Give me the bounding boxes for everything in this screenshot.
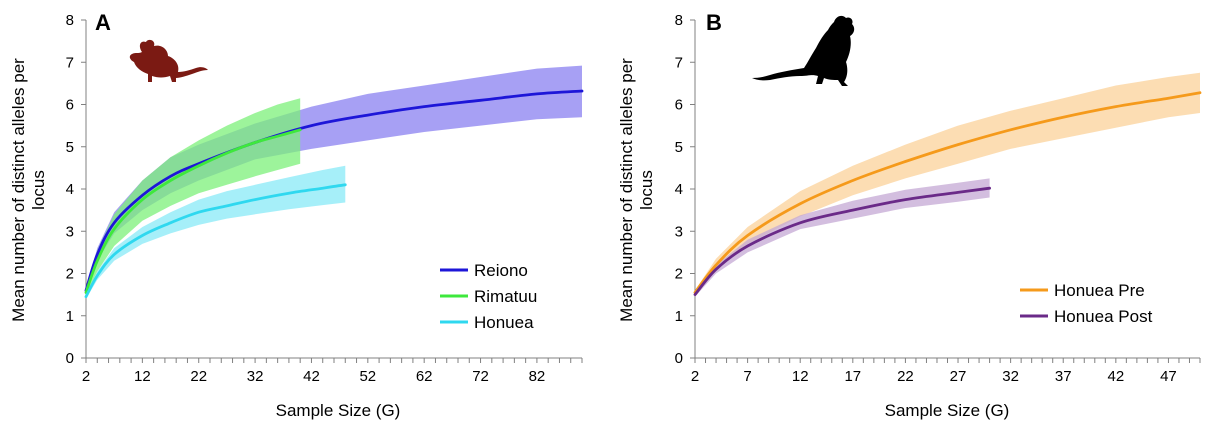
panel-a-y-axis-label: Mean number of distinct alleles per locu…	[9, 58, 48, 322]
y-tick-label: 5	[66, 139, 74, 156]
rat-silhouette-icon	[752, 16, 854, 86]
y-tick-label: 7	[66, 54, 74, 71]
y-tick-label: 4	[66, 181, 74, 198]
x-tick-label: 82	[529, 368, 546, 385]
x-tick-label: 22	[897, 368, 914, 385]
panel-b-y-axis-label: Mean number of distinct alleles per locu…	[617, 58, 656, 322]
x-tick-label: 72	[472, 368, 489, 385]
y-tick-label: 4	[675, 181, 683, 198]
y-tick-label: 3	[66, 223, 74, 240]
x-tick-label: 22	[190, 368, 207, 385]
panel-a-y-axis-label-line-1: Mean number of distinct alleles per	[9, 58, 28, 322]
y-tick-label: 2	[675, 266, 683, 283]
x-tick-label: 42	[1107, 368, 1124, 385]
y-tick-label: 7	[675, 54, 683, 71]
y-tick-label: 1	[66, 308, 74, 325]
x-tick-label: 12	[792, 368, 809, 385]
x-tick-label: 12	[134, 368, 151, 385]
x-tick-label: 32	[1002, 368, 1019, 385]
legend: Honuea Pre Honuea Post	[1020, 281, 1153, 326]
y-tick-label: 5	[675, 139, 683, 156]
x-tick-label: 62	[416, 368, 433, 385]
legend-label-honuea-pre: Honuea Pre	[1054, 281, 1145, 300]
y-tick-label: 6	[675, 97, 683, 114]
y-tick-label: 3	[675, 223, 683, 240]
panel-b-x-axis-label: Sample Size (G)	[885, 401, 1010, 420]
panel-b-y-axis-label-line-1: Mean number of distinct alleles per	[617, 58, 636, 322]
y-tick-label: 0	[66, 350, 74, 367]
x-tick-label: 27	[950, 368, 967, 385]
panel-a-letter: A	[95, 10, 111, 35]
legend-label-honuea: Honuea	[474, 313, 534, 332]
x-tick-label: 52	[359, 368, 376, 385]
mouse-silhouette-icon	[130, 40, 208, 82]
legend-label-reiono: Reiono	[474, 261, 528, 280]
y-tick-label: 8	[66, 12, 74, 29]
x-tick-label: 32	[247, 368, 264, 385]
x-tick-label: 17	[844, 368, 861, 385]
x-tick-label: 42	[303, 368, 320, 385]
legend-label-rimatuu: Rimatuu	[474, 287, 537, 306]
y-tick-label: 6	[66, 97, 74, 114]
panel-a-x-axis-label: Sample Size (G)	[276, 401, 401, 420]
panel-b-y-axis-label-line-2: locus	[637, 170, 656, 210]
y-tick-label: 1	[675, 308, 683, 325]
legend-label-honuea-post: Honuea Post	[1054, 307, 1153, 326]
panel-b-letter: B	[706, 10, 722, 35]
x-tick-label: 47	[1160, 368, 1177, 385]
panel-a-y-axis-label-line-2: locus	[29, 170, 48, 210]
y-tick-label: 0	[675, 350, 683, 367]
legend: Reiono Rimatuu Honuea	[440, 261, 537, 332]
y-tick-label: 8	[675, 12, 683, 29]
x-tick-label: 7	[743, 368, 751, 385]
y-tick-label: 2	[66, 266, 74, 283]
x-tick-label: 37	[1055, 368, 1072, 385]
x-tick-label: 2	[691, 368, 699, 385]
x-tick-label: 2	[82, 368, 90, 385]
